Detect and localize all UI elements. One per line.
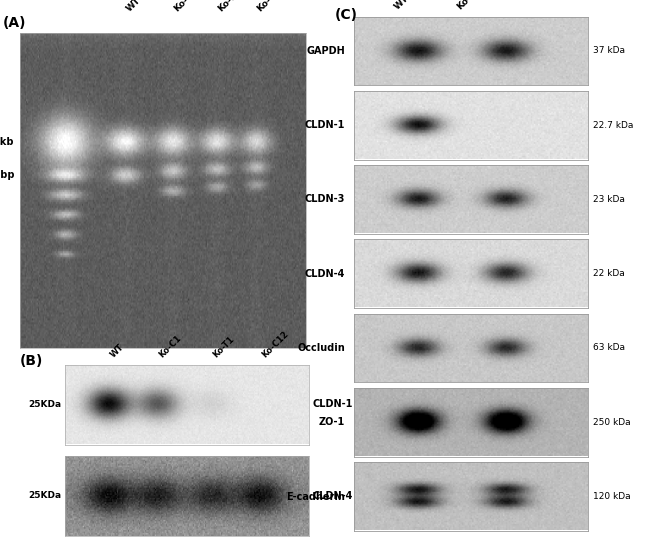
Text: Ko-T1: Ko-T1 (211, 335, 236, 359)
Text: 250 kDa: 250 kDa (593, 418, 630, 427)
Text: Ko-C1: Ko-C1 (157, 333, 183, 359)
Text: 37 kDa: 37 kDa (593, 46, 625, 55)
Text: (C): (C) (335, 8, 358, 22)
Text: WT: WT (124, 0, 142, 13)
Text: GAPDH: GAPDH (306, 46, 345, 56)
Text: 22.7 kDa: 22.7 kDa (593, 121, 633, 130)
Text: E-cadherin: E-cadherin (286, 492, 345, 502)
Text: 63 kDa: 63 kDa (593, 343, 625, 352)
Text: CLDN-1: CLDN-1 (304, 120, 345, 130)
Text: Ko-C12: Ko-C12 (255, 0, 287, 13)
Text: Ko-T1: Ko-T1 (216, 0, 242, 13)
Text: 23 kDa: 23 kDa (593, 195, 625, 204)
Text: Ko-C1: Ko-C1 (172, 0, 200, 13)
Text: 22 kDa: 22 kDa (593, 269, 625, 278)
Text: 500bp: 500bp (0, 170, 15, 180)
Text: ZO-1: ZO-1 (318, 418, 345, 427)
Text: (B): (B) (20, 354, 43, 368)
Text: Ko-C12: Ko-C12 (455, 0, 487, 11)
Text: 120 kDa: 120 kDa (593, 492, 630, 501)
Text: WT: WT (393, 0, 411, 11)
Text: CLDN-1: CLDN-1 (313, 399, 353, 409)
Text: 25KDa: 25KDa (28, 400, 61, 409)
Text: (A): (A) (3, 16, 26, 30)
Text: 25KDa: 25KDa (28, 491, 61, 500)
Text: CLDN-4: CLDN-4 (304, 269, 345, 279)
Text: CLDN-4: CLDN-4 (313, 491, 353, 500)
Text: 1kb: 1kb (0, 137, 15, 147)
Text: CLDN-3: CLDN-3 (304, 195, 345, 205)
Text: WT: WT (109, 342, 126, 359)
Text: Ko-C12: Ko-C12 (260, 329, 290, 359)
Text: Occludin: Occludin (297, 343, 345, 353)
